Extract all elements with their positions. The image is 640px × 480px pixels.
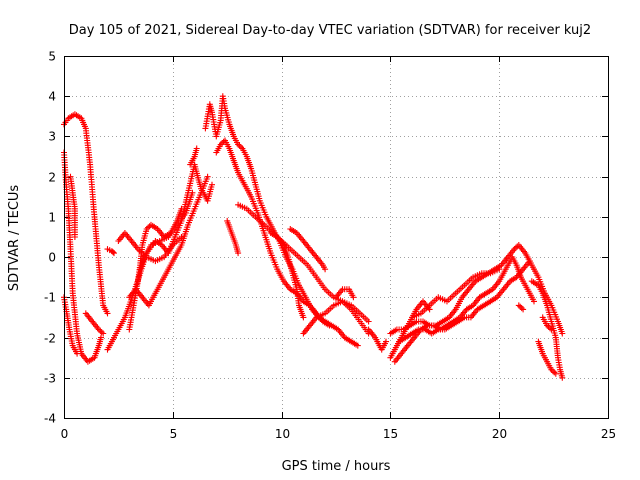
data-point <box>209 181 215 188</box>
data-point <box>110 249 116 256</box>
chart-title: Day 105 of 2021, Sidereal Day-to-day VTE… <box>69 23 591 38</box>
data-point <box>235 250 242 257</box>
data-series-sdtvar <box>61 93 566 381</box>
x-tick-label: 10 <box>275 427 290 441</box>
y-tick-label: -4 <box>44 412 56 426</box>
x-tick-label: 15 <box>383 427 398 441</box>
y-tick-label: 5 <box>48 50 56 64</box>
data-point <box>322 266 329 273</box>
y-tick-label: 4 <box>48 90 56 104</box>
data-point <box>189 189 196 196</box>
x-tick-label: 0 <box>61 427 69 441</box>
data-point <box>512 244 519 251</box>
data-point <box>531 298 537 305</box>
x-tick-labels: 0 5 10 15 20 25 <box>61 427 616 441</box>
data-point <box>100 330 107 337</box>
data-point <box>383 338 389 345</box>
data-point <box>111 250 117 257</box>
data-point <box>326 322 333 329</box>
data-point <box>235 141 242 148</box>
data-point <box>143 226 150 232</box>
data-point <box>496 266 503 273</box>
data-point <box>350 294 357 301</box>
data-point <box>97 327 104 334</box>
data-point <box>552 370 559 377</box>
data-point <box>547 325 553 332</box>
data-point <box>515 302 522 309</box>
data-point <box>104 310 111 317</box>
data-point <box>518 305 525 312</box>
x-tick-label: 25 <box>601 427 616 441</box>
y-tick-label: -2 <box>44 332 56 346</box>
data-point <box>549 368 556 375</box>
data-point <box>217 141 224 148</box>
y-tick-label: 0 <box>48 251 56 265</box>
data-point <box>238 144 244 151</box>
x-axis-title: GPS time / hours <box>282 459 391 474</box>
data-point <box>544 322 551 329</box>
data-point <box>559 374 566 381</box>
x-tick-label: 20 <box>492 427 507 441</box>
y-tick-label: -3 <box>44 372 56 386</box>
y-tick-label: 1 <box>48 211 56 225</box>
data-point <box>98 334 104 341</box>
data-point <box>354 342 361 349</box>
data-point <box>548 326 555 333</box>
y-tick-labels: -4 -3 -2 -1 0 1 2 3 4 5 <box>44 50 56 426</box>
data-point <box>204 173 211 180</box>
y-axis-title: SDTVAR / TECUs <box>7 185 22 292</box>
data-point <box>520 306 527 313</box>
x-tick-label: 5 <box>170 427 178 441</box>
data-point <box>559 330 566 337</box>
data-point <box>193 145 200 152</box>
data-point <box>365 318 372 325</box>
plot-frame <box>64 56 609 419</box>
y-tick-label: 2 <box>48 171 56 185</box>
y-tick-label: 3 <box>48 130 56 144</box>
data-point <box>74 350 81 357</box>
data-point <box>178 205 185 212</box>
data-point <box>526 258 533 265</box>
data-point <box>300 314 307 321</box>
y-tick-label: -1 <box>44 291 56 305</box>
data-point <box>71 234 78 240</box>
